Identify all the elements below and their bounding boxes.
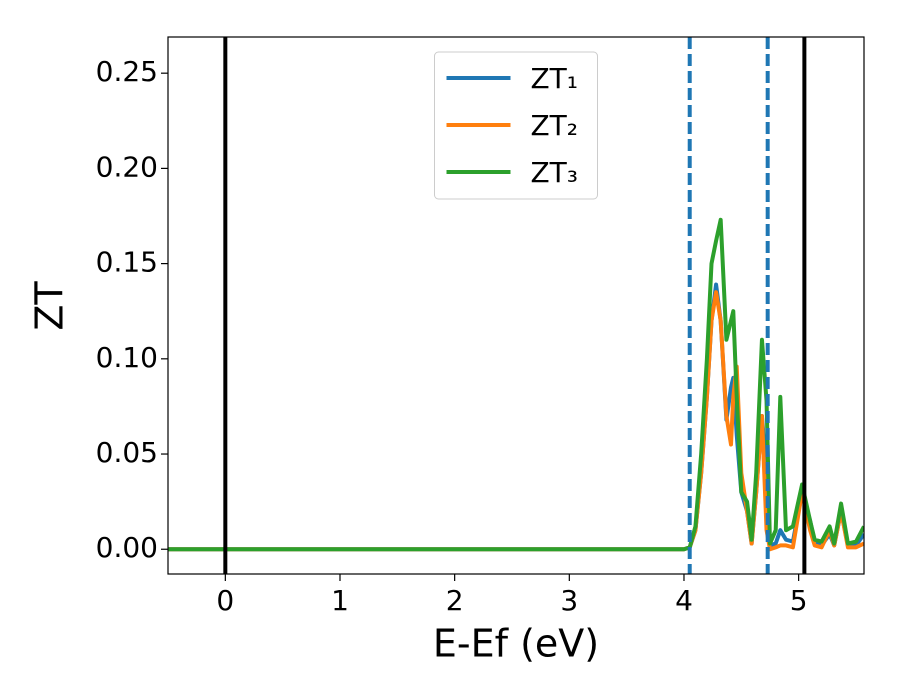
x-tick-label: 3 bbox=[560, 584, 578, 617]
x-tick-label: 2 bbox=[446, 584, 464, 617]
y-tick-label: 0.10 bbox=[96, 341, 158, 374]
y-tick-label: 0.00 bbox=[96, 531, 158, 564]
x-tick-label: 1 bbox=[331, 584, 349, 617]
series-line bbox=[168, 217, 864, 552]
legend-label: ZT₁ bbox=[531, 62, 579, 95]
legend-label: ZT₃ bbox=[531, 156, 579, 189]
x-axis-label: E-Ef (eV) bbox=[433, 622, 599, 666]
legend-box bbox=[434, 51, 598, 200]
y-tick-label: 0.25 bbox=[96, 55, 158, 88]
y-axis-label: ZT bbox=[28, 281, 72, 331]
y-tick-label: 0.15 bbox=[96, 246, 158, 279]
x-tick-label: 0 bbox=[216, 584, 234, 617]
y-tick-label: 0.20 bbox=[96, 150, 158, 183]
legend-label: ZT₂ bbox=[531, 109, 579, 142]
x-tick-label: 4 bbox=[675, 584, 693, 617]
y-tick-label: 0.05 bbox=[96, 436, 158, 469]
x-tick-label: 5 bbox=[790, 584, 808, 617]
plot-frame bbox=[167, 36, 865, 575]
